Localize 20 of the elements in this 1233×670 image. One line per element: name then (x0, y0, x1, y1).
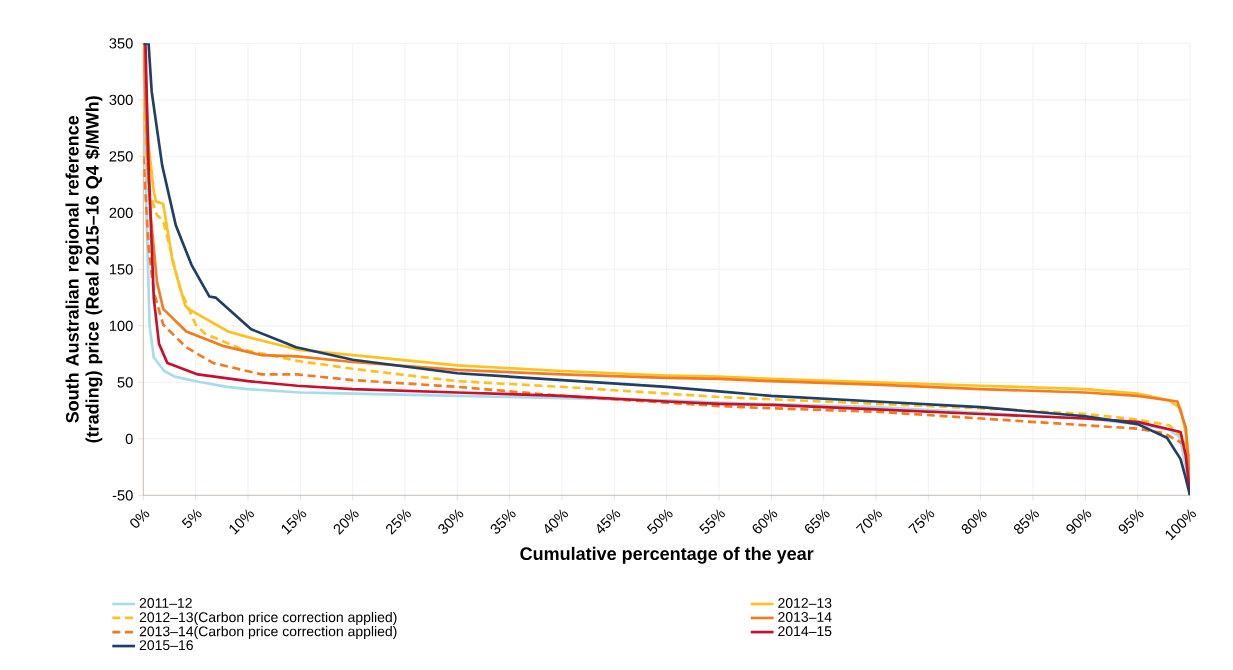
y-tick-label: 200 (109, 207, 133, 219)
y-axis-title: South Australian regional reference (trading) price (Real 2015–16 Q4 $/MWh) (65, 96, 103, 443)
x-tick-label: 5% (181, 509, 202, 529)
y-tick-label: 50 (117, 377, 133, 388)
y-tick-label: 250 (109, 151, 133, 162)
legend-label: 2012–13 (778, 598, 832, 609)
legend-label: 2012–13(Carbon price correction applied) (139, 611, 397, 625)
y-tick-label: 100 (109, 320, 133, 332)
x-axis-title: Cumulative percentage of the year (520, 546, 814, 564)
y-tick-label: 0 (125, 433, 133, 445)
y-tick-label: -50 (112, 490, 133, 501)
y-tick-label: 150 (109, 264, 133, 275)
x-tick-label: 0% (130, 509, 150, 528)
legend-label: 2013–14(Carbon price correction applied) (139, 626, 397, 640)
legend-label: 2015–16 (139, 640, 193, 651)
y-tick-label: 350 (109, 38, 133, 49)
legend-label: 2011–12 (139, 598, 192, 609)
legend-label: 2013–14 (778, 612, 832, 622)
legend-label: 2014–15 (778, 626, 832, 637)
y-tick-label: 300 (109, 94, 133, 106)
